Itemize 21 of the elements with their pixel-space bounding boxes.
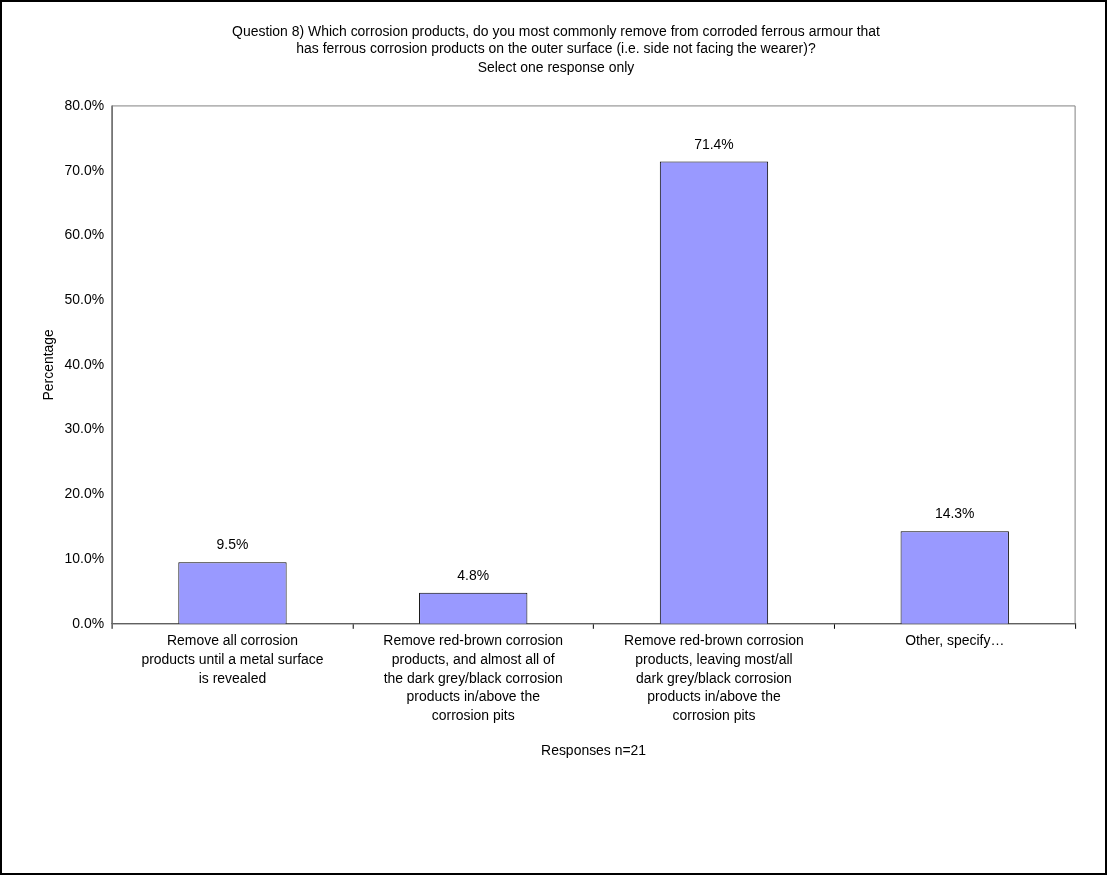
- data-label: 14.3%: [934, 505, 975, 522]
- data-label: 9.5%: [216, 536, 249, 553]
- y-tick-label: 10.0%: [64, 549, 105, 566]
- y-tick-label: 20.0%: [64, 485, 105, 502]
- data-label: 71.4%: [694, 135, 734, 152]
- data-label: 4.8%: [457, 566, 490, 583]
- y-axis-title: Percentage: [40, 329, 57, 401]
- x-tick-label: Other, specify…: [905, 632, 1005, 649]
- y-tick-label: 30.0%: [64, 420, 105, 437]
- chart-title: Question 8) Which corrosion products, do you most commonly remove from corroded ferrous armour that has ferrous corrosion products on the outer surface (i.e. side not facing the wearer)?: [232, 23, 881, 56]
- y-tick-label: 40.0%: [64, 355, 105, 372]
- y-tick-label: 60.0%: [64, 226, 105, 243]
- y-tick-label: 0.0%: [72, 614, 105, 631]
- x-tick-label: Remove all corrosion products until a metal surface is revealed: [141, 632, 324, 686]
- x-tick-label: Remove red-brown corrosion products, leaving most/all dark grey/black corrosion products in/above the corrosion pits: [624, 632, 804, 724]
- x-tick-label: Remove red-brown corrosion products, and almost all of the dark grey/black corrosion products in/above the corrosion pits: [383, 632, 564, 724]
- y-tick-label: 70.0%: [64, 161, 105, 178]
- x-axis-title: Responses n=21: [541, 742, 647, 758]
- y-tick-label: 50.0%: [64, 290, 105, 307]
- chart-subtitle: Select one response only: [477, 58, 635, 75]
- y-tick-label: 80.0%: [64, 96, 105, 113]
